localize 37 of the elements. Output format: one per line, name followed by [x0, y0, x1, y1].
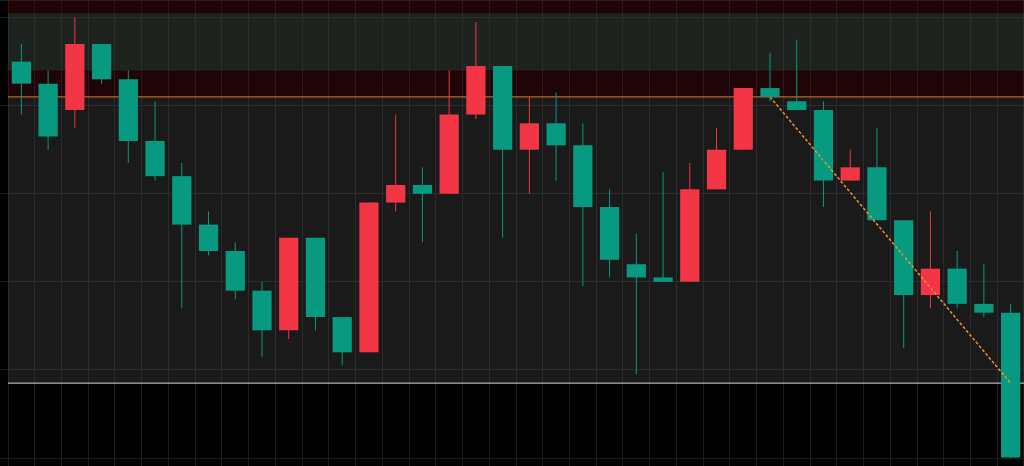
candlestick [332, 316, 352, 367]
candlestick [653, 171, 673, 283]
candlestick [947, 250, 967, 309]
candlestick [573, 122, 593, 287]
candlestick [412, 166, 433, 243]
candlestick [840, 149, 860, 182]
candlestick [706, 127, 727, 190]
candlestick [974, 263, 994, 318]
candlestick [91, 43, 112, 85]
candlestick [867, 127, 887, 221]
candlestick [172, 162, 192, 309]
candlestick [813, 100, 834, 208]
candlestick [733, 87, 753, 151]
candlestick [38, 69, 58, 151]
candlestick [466, 21, 486, 120]
candlestick [225, 241, 245, 300]
candlestick [359, 202, 379, 353]
candlestick [252, 281, 272, 358]
candlestick [760, 52, 780, 102]
candlestick [305, 237, 326, 331]
candlestick [145, 100, 165, 182]
candlestick [386, 114, 406, 212]
candlestick [787, 39, 807, 111]
candlestick [65, 17, 85, 129]
candlestick [546, 91, 566, 182]
candlestick [439, 69, 459, 195]
candlestick [599, 188, 620, 278]
candlestick [1001, 303, 1021, 459]
candlestick [680, 162, 700, 283]
candlestick [519, 96, 539, 195]
candlestick [493, 65, 513, 239]
candlestick [11, 43, 31, 115]
candlestick [198, 210, 219, 256]
candlestick [279, 237, 299, 340]
candlestick [626, 232, 646, 375]
candlestick [118, 69, 138, 164]
candlestick [894, 219, 914, 349]
